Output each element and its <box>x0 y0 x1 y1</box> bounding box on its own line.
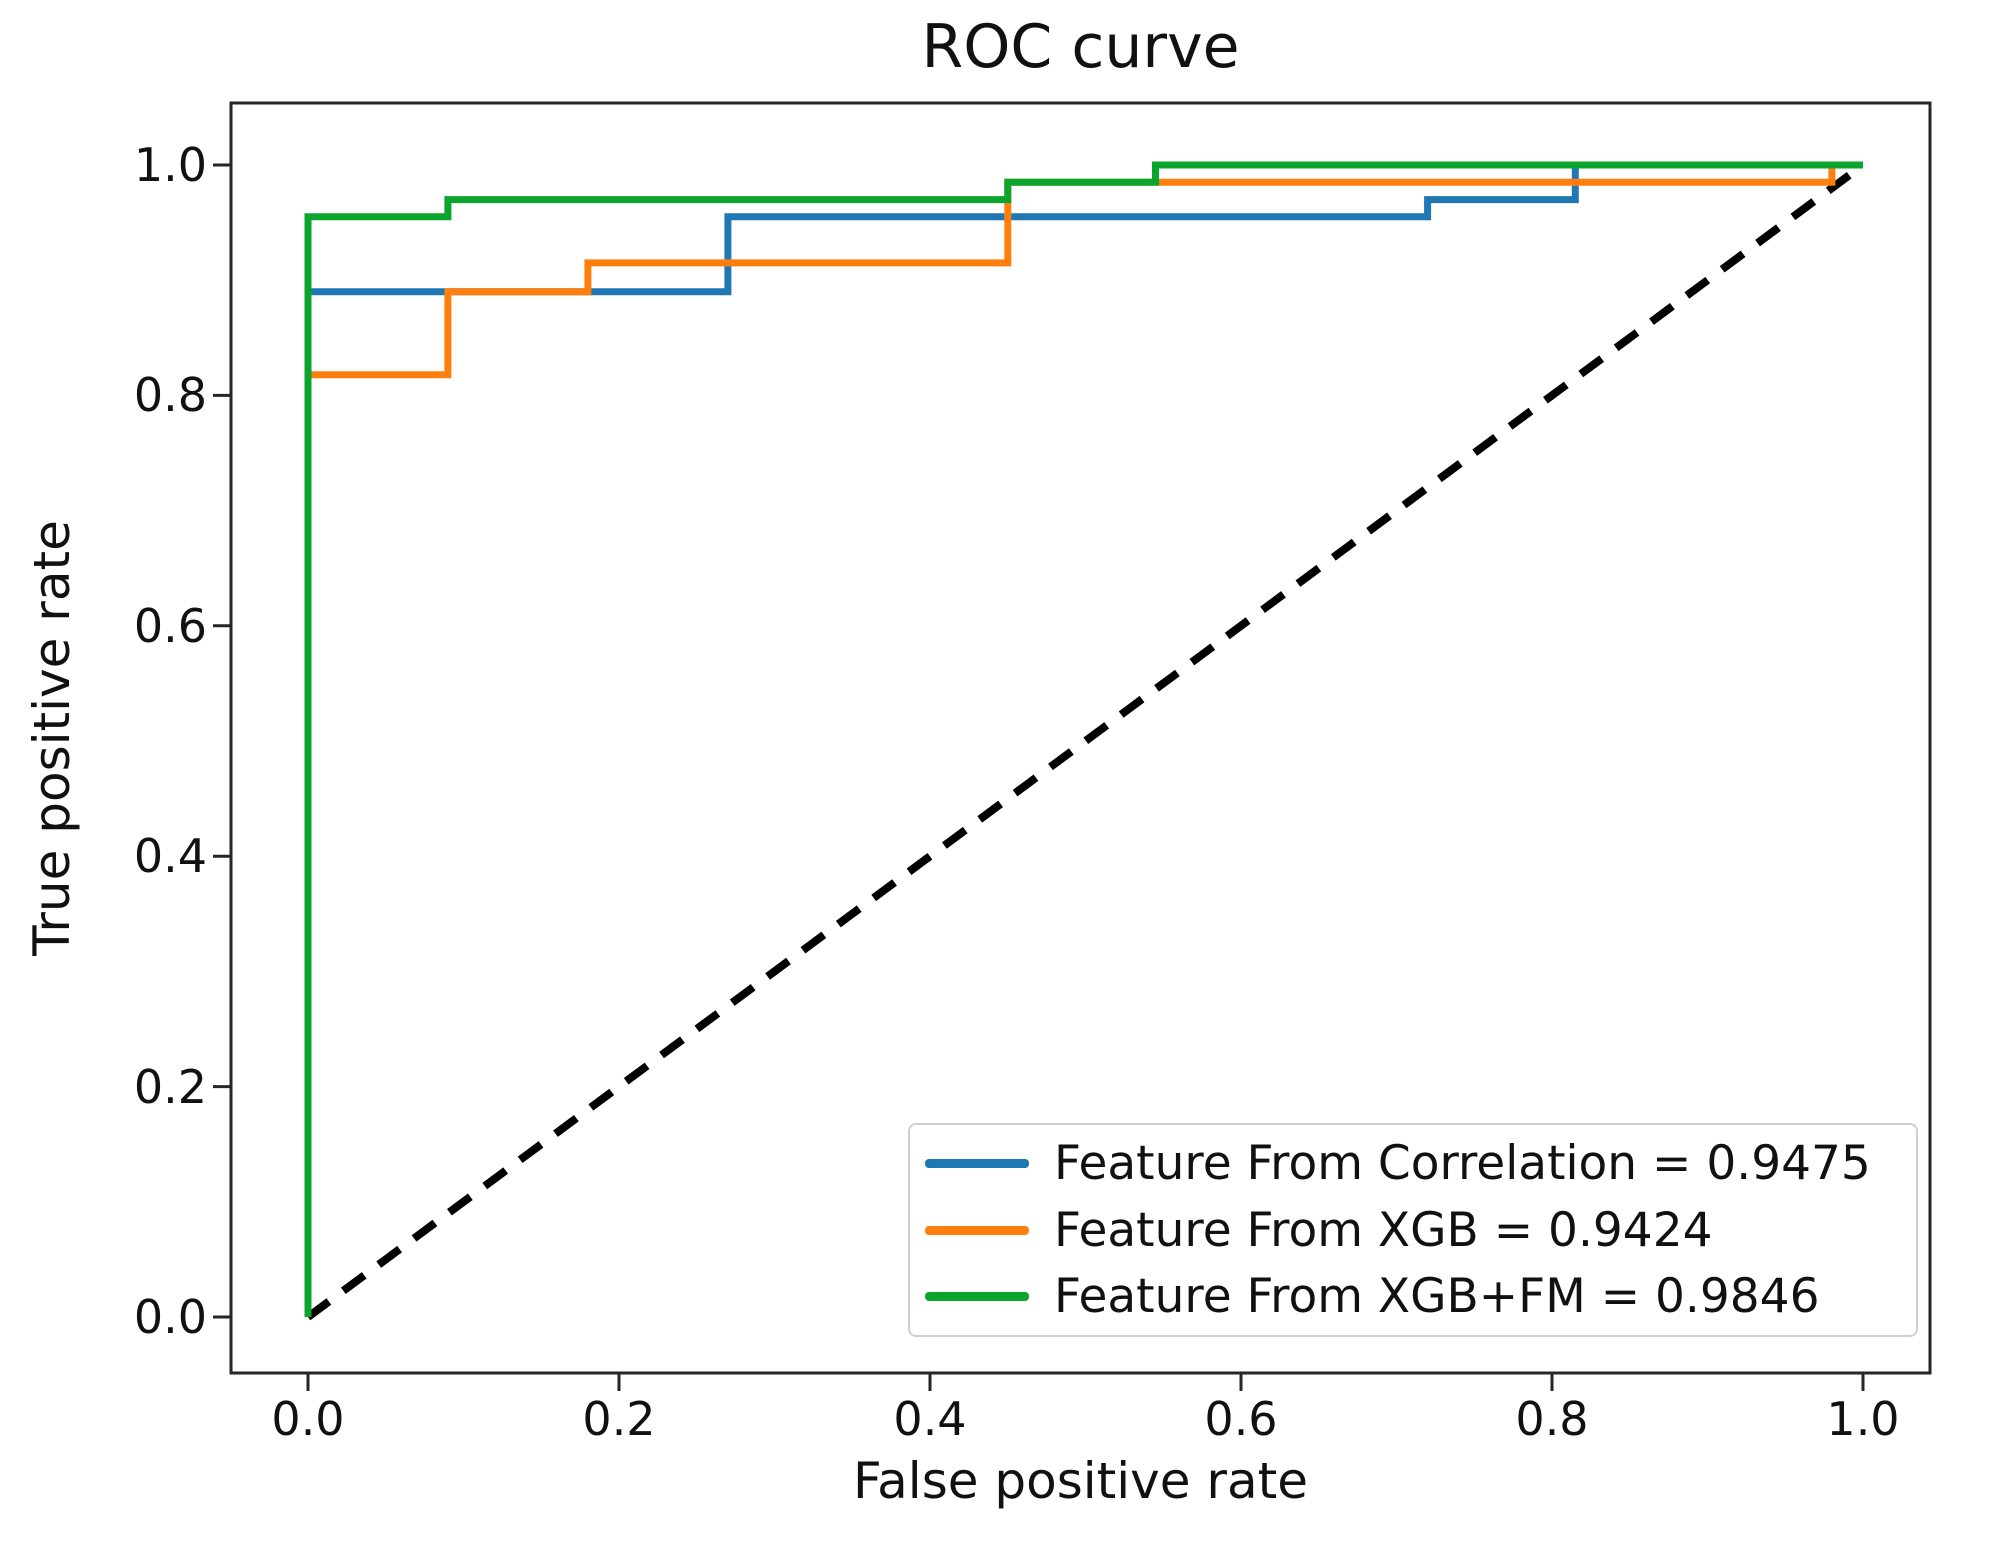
legend-line-swatch-correlation <box>925 1159 1029 1169</box>
x-tick-label: 0.6 <box>1204 1392 1278 1446</box>
x-tick-label: 0.4 <box>893 1392 967 1446</box>
y-tick-label: 1.0 <box>133 138 207 192</box>
x-tick-label: 0.0 <box>271 1392 345 1446</box>
y-tick-label: 0.4 <box>133 829 207 883</box>
legend-item: Feature From XGB+FM = 0.9846 <box>925 1269 1916 1324</box>
y-tick-label: 0.8 <box>133 368 207 422</box>
y-tick-label: 0.6 <box>133 599 207 653</box>
x-axis-label: False positive rate <box>853 1452 1308 1510</box>
legend-label: Feature From XGB+FM = 0.9846 <box>1054 1268 1820 1324</box>
legend-item: Feature From XGB = 0.9424 <box>925 1203 1916 1258</box>
y-tick-label: 0.0 <box>133 1290 207 1344</box>
legend-line-swatch-xgb <box>925 1225 1029 1235</box>
legend-item: Feature From Correlation = 0.9475 <box>925 1136 1916 1191</box>
x-tick-label: 1.0 <box>1826 1392 1900 1446</box>
x-tick-label: 0.2 <box>582 1392 656 1446</box>
y-tick-label: 0.2 <box>133 1060 207 1114</box>
legend-line-swatch-xgb-fm <box>925 1291 1029 1301</box>
legend-label: Feature From XGB = 0.9424 <box>1054 1202 1713 1258</box>
legend: Feature From Correlation = 0.9475 Featur… <box>908 1123 1918 1337</box>
y-axis-label: True positive rate <box>23 520 81 956</box>
legend-label: Feature From Correlation = 0.9475 <box>1054 1136 1871 1192</box>
x-tick-label: 0.8 <box>1515 1392 1589 1446</box>
chart-title: ROC curve <box>921 12 1240 82</box>
